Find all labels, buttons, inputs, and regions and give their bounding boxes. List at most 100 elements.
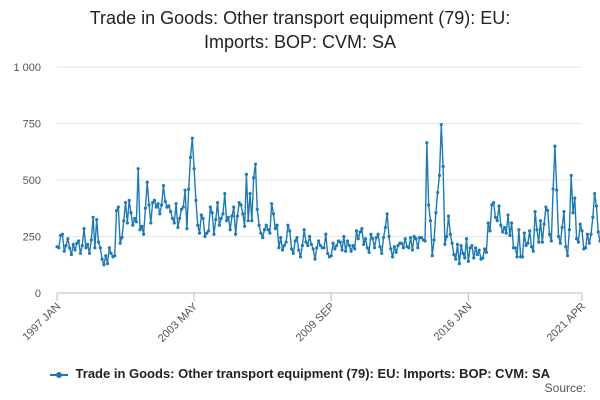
data-point bbox=[394, 250, 398, 254]
data-point bbox=[129, 211, 133, 215]
x-tick-label: 2003 MAY bbox=[156, 300, 201, 345]
data-point bbox=[201, 216, 205, 221]
data-point bbox=[524, 243, 528, 248]
x-axis: 1997 JAN 2003 MAY 2009 SEP 2016 JAN 2021 APR bbox=[20, 293, 588, 345]
data-point bbox=[306, 243, 310, 248]
data-point bbox=[183, 188, 187, 192]
data-point bbox=[134, 220, 138, 224]
data-point bbox=[270, 202, 274, 206]
data-point bbox=[205, 231, 209, 235]
data-point bbox=[84, 246, 88, 250]
data-point bbox=[423, 239, 427, 243]
data-point bbox=[565, 254, 570, 258]
data-point bbox=[212, 232, 216, 236]
data-point bbox=[443, 242, 447, 247]
data-point bbox=[508, 233, 512, 237]
data-point bbox=[105, 262, 110, 266]
data-point bbox=[152, 198, 157, 202]
data-point bbox=[246, 219, 250, 223]
data-point bbox=[472, 256, 476, 260]
data-point bbox=[335, 243, 339, 248]
data-point bbox=[232, 205, 236, 209]
data-point bbox=[481, 256, 485, 260]
data-point bbox=[208, 205, 212, 209]
data-point bbox=[475, 252, 479, 257]
x-tick-label: 2009 SEP bbox=[294, 301, 338, 345]
data-point bbox=[118, 241, 122, 245]
data-point bbox=[132, 216, 137, 221]
data-point bbox=[140, 224, 144, 228]
data-point bbox=[196, 223, 200, 227]
data-point bbox=[466, 259, 470, 263]
data-point bbox=[194, 198, 198, 202]
data-point bbox=[268, 231, 272, 235]
data-point bbox=[149, 221, 153, 225]
data-point bbox=[522, 231, 526, 235]
data-point bbox=[367, 250, 371, 254]
y-tick-label: 1 000 bbox=[13, 62, 41, 74]
data-point bbox=[116, 205, 120, 209]
chart-title-line-1: Trade in Goods: Other transport equipmen… bbox=[89, 8, 511, 28]
data-point bbox=[179, 207, 184, 211]
data-point bbox=[304, 240, 308, 244]
data-point bbox=[62, 249, 66, 253]
data-point bbox=[450, 241, 454, 245]
series-line bbox=[56, 123, 600, 266]
data-point bbox=[473, 246, 478, 250]
data-point bbox=[504, 231, 508, 235]
data-point bbox=[228, 228, 232, 232]
data-point bbox=[309, 242, 313, 247]
y-tick-label: 250 bbox=[23, 232, 41, 244]
data-point bbox=[100, 257, 104, 261]
data-point bbox=[329, 254, 333, 258]
data-point bbox=[378, 245, 382, 249]
chart-title-line-2: Imports: BOP: CVM: SA bbox=[203, 32, 397, 52]
data-point bbox=[574, 237, 579, 241]
data-point bbox=[464, 237, 469, 241]
data-point bbox=[349, 249, 353, 253]
data-point bbox=[407, 246, 411, 250]
y-tick-label: 500 bbox=[23, 175, 41, 187]
data-point bbox=[414, 237, 418, 241]
data-point bbox=[482, 247, 487, 251]
data-point bbox=[68, 246, 72, 250]
data-point bbox=[362, 242, 366, 247]
data-point bbox=[371, 237, 375, 241]
data-point bbox=[342, 234, 346, 239]
legend: Trade in Goods: Other transport equipmen… bbox=[0, 366, 600, 381]
data-point bbox=[284, 240, 288, 244]
data-point bbox=[567, 228, 571, 232]
data-point bbox=[580, 229, 584, 233]
data-point bbox=[546, 208, 550, 213]
data-point bbox=[215, 201, 220, 205]
y-tick-label: 750 bbox=[23, 119, 41, 131]
data-point bbox=[562, 210, 566, 214]
data-point bbox=[288, 229, 292, 233]
data-point bbox=[390, 255, 395, 259]
data-point bbox=[492, 201, 496, 205]
data-point bbox=[497, 204, 501, 208]
chart-title: Trade in Goods: Other transport equipmen… bbox=[0, 6, 600, 54]
data-point bbox=[493, 215, 497, 219]
data-point bbox=[104, 254, 108, 258]
data-point bbox=[261, 236, 265, 240]
data-point bbox=[387, 234, 391, 239]
data-point bbox=[169, 210, 173, 214]
data-point bbox=[380, 251, 384, 256]
data-point bbox=[80, 243, 84, 248]
data-point bbox=[300, 243, 304, 248]
data-point bbox=[252, 176, 256, 180]
data-point bbox=[210, 211, 214, 215]
data-point bbox=[495, 219, 499, 223]
data-point bbox=[230, 214, 234, 218]
data-point bbox=[77, 239, 81, 243]
data-point bbox=[131, 223, 135, 227]
data-point bbox=[60, 232, 65, 236]
data-point bbox=[437, 173, 442, 178]
data-point bbox=[253, 162, 258, 166]
data-point bbox=[190, 136, 194, 140]
data-point bbox=[528, 229, 532, 233]
data-point bbox=[502, 225, 507, 230]
data-point bbox=[490, 203, 494, 207]
data-point bbox=[488, 229, 492, 233]
